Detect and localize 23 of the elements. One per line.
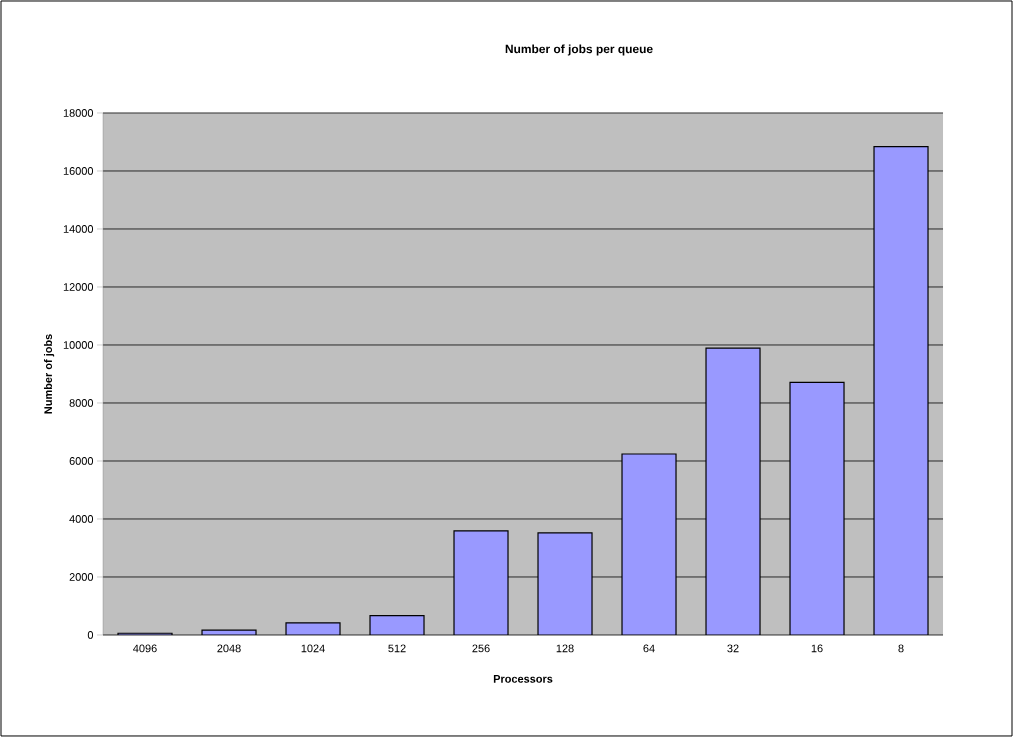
y-tick-label: 0 [87, 631, 94, 639]
x-tick-label: 128 [556, 644, 574, 653]
x-tick-label: 4096 [133, 644, 157, 653]
x-tick-label: 32 [727, 644, 739, 653]
x-tick-label: 64 [643, 644, 655, 653]
y-tick-label: 8000 [69, 399, 94, 407]
y-tick-label: 18000 [63, 109, 94, 117]
chart-title: Number of jobs per queue [505, 44, 653, 56]
y-axis-title: Number of jobs [43, 334, 55, 414]
y-tick-label: 14000 [63, 225, 94, 233]
y-tick-label: 6000 [69, 457, 94, 465]
x-tick-label: 1024 [301, 644, 325, 653]
x-tick-label: 16 [811, 644, 823, 653]
x-tick-label: 2048 [217, 644, 241, 653]
x-axis-title: Processors [493, 675, 553, 683]
y-tick-label: 12000 [63, 283, 94, 291]
x-tick-label: 8 [898, 644, 904, 653]
y-tick-label: 16000 [63, 167, 94, 175]
x-tick-label: 512 [388, 644, 406, 653]
y-tick-label: 10000 [63, 341, 94, 349]
y-tick-label: 4000 [69, 515, 94, 523]
y-tick-label: 2000 [69, 573, 94, 581]
x-tick-label: 256 [472, 644, 490, 653]
